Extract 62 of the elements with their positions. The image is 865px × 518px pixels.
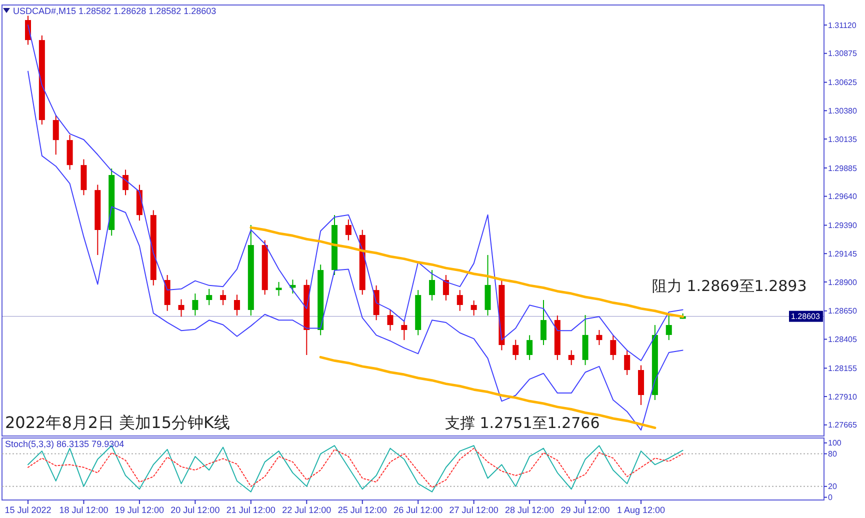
x-tick-label: 28 Jul 12:00 bbox=[505, 505, 554, 515]
y-tick-label: 100 bbox=[828, 438, 842, 448]
candlestick bbox=[401, 320, 408, 341]
candlestick bbox=[568, 350, 574, 366]
x-tick-label: 20 Jul 12:00 bbox=[170, 505, 220, 515]
y-tick-label: 80 bbox=[828, 450, 838, 459]
y-tick-label: 1.28650 bbox=[828, 306, 858, 316]
candlestick bbox=[178, 298, 184, 318]
y-tick-label: 1.29145 bbox=[828, 249, 858, 258]
candlestick bbox=[456, 290, 463, 312]
y-tick-label: 0 bbox=[828, 493, 833, 502]
y-tick-label: 20 bbox=[828, 482, 838, 492]
y-tick-label: 1.29640 bbox=[828, 192, 858, 202]
candlestick bbox=[122, 169, 129, 196]
line-series bbox=[250, 226, 684, 318]
candlestick bbox=[666, 314, 672, 341]
candlestick bbox=[596, 329, 602, 346]
y-tick-label: 1.31120 bbox=[828, 20, 857, 30]
candlestick bbox=[52, 114, 59, 156]
x-tick-label: 25 Jul 12:00 bbox=[338, 505, 387, 515]
x-tick-label: 21 Jul 12:00 bbox=[226, 505, 276, 515]
y-tick-label: 1.29390 bbox=[828, 221, 858, 230]
candlestick bbox=[429, 270, 436, 301]
candlestick bbox=[192, 293, 198, 316]
candlestick bbox=[610, 334, 616, 360]
candlestick bbox=[345, 218, 352, 241]
chart-title: Stoch(5,3,3) 86.3135 79.9304 bbox=[5, 439, 124, 449]
annotation: 2022年8月2日 美加15分钟K线 bbox=[5, 413, 230, 432]
y-tick-label: 1.27910 bbox=[828, 392, 858, 402]
candlestick bbox=[206, 288, 212, 306]
ref-line-label: 1.28603 bbox=[791, 312, 820, 322]
candlestick bbox=[276, 281, 282, 296]
chart-title: USDCAD#,M15 1.28582 1.28628 1.28582 1.28603 bbox=[13, 6, 216, 16]
candlestick bbox=[540, 300, 546, 346]
candlestick bbox=[512, 339, 519, 360]
candlestick bbox=[470, 300, 477, 316]
annotation: 阻力 1.2869至1.2893 bbox=[652, 277, 807, 295]
x-tick-label: 22 Jul 12:00 bbox=[282, 505, 332, 515]
line-series bbox=[319, 356, 656, 430]
x-tick-label: 15 Jul 2022 bbox=[4, 505, 52, 515]
candlestick bbox=[387, 309, 394, 332]
y-tick-label: 1.28900 bbox=[828, 278, 858, 287]
x-tick-label: 27 Jul 12:00 bbox=[449, 505, 498, 515]
x-tick-label: 26 Jul 12:00 bbox=[394, 505, 443, 515]
candlestick bbox=[442, 274, 449, 301]
candlestick bbox=[624, 350, 630, 376]
y-tick-label: 1.30380 bbox=[828, 106, 858, 116]
x-tick-label: 19 Jul 12:00 bbox=[114, 505, 164, 515]
candlestick bbox=[526, 334, 533, 360]
y-tick-label: 1.27665 bbox=[828, 420, 858, 430]
x-tick-label: 1 Aug 12:00 bbox=[616, 505, 666, 515]
y-tick-label: 1.28155 bbox=[828, 364, 858, 373]
candlestick bbox=[234, 294, 240, 316]
y-tick-label: 1.30875 bbox=[828, 49, 858, 58]
x-tick-label: 29 Jul 12:00 bbox=[560, 505, 610, 515]
y-tick-label: 1.30135 bbox=[828, 134, 858, 144]
x-tick-label: 18 Jul 12:00 bbox=[59, 505, 108, 515]
y-tick-label: 1.29885 bbox=[828, 164, 858, 173]
y-tick-label: 1.28405 bbox=[828, 335, 858, 344]
candlestick bbox=[220, 290, 226, 306]
y-tick-label: 1.30625 bbox=[828, 78, 858, 88]
annotation: 支撑 1.2751至1.2766 bbox=[445, 414, 600, 432]
